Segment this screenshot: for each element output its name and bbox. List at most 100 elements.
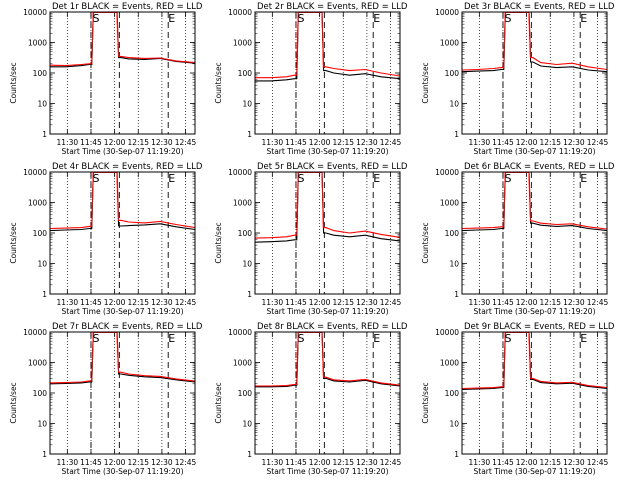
series-lld-post	[528, 332, 607, 389]
series-lld-post	[528, 172, 607, 230]
y-tick-label: 1	[247, 450, 252, 459]
panel-det-5: Det 5r BLACK = Events, RED = LLD 1 10 100 10…	[214, 162, 408, 316]
x-tick-label: 12:00	[309, 458, 331, 467]
x-tick-label: 12:45	[587, 298, 609, 307]
y-tick-label: 10000	[228, 8, 252, 17]
y-axis-label: Counts/sec	[421, 382, 430, 423]
marker-e: E	[580, 12, 587, 25]
y-axis-label: Counts/sec	[9, 222, 18, 263]
x-tick-label: 12:00	[516, 298, 538, 307]
y-tick-label: 100	[238, 69, 253, 78]
x-tick-label: 12:30	[563, 138, 585, 147]
x-tick-label: 11:30	[469, 298, 491, 307]
x-axis-label: Start Time (30-Sep-07 11:19:20)	[267, 307, 389, 316]
x-tick-label: 12:45	[587, 458, 609, 467]
x-axis-label: Start Time (30-Sep-07 11:19:20)	[267, 147, 389, 156]
x-tick-label: 12:45	[380, 458, 402, 467]
plot-frame	[49, 331, 196, 455]
y-tick-label: 1	[454, 290, 459, 299]
y-tick-label: 1	[247, 290, 252, 299]
marker-s: S	[93, 12, 100, 25]
y-tick-label: 10	[449, 100, 459, 109]
series-lld-post	[116, 172, 195, 229]
series-events-pre	[255, 172, 299, 243]
y-tick-label: 100	[33, 229, 48, 238]
panel-det-3: Det 3r BLACK = Events, RED = LLD 1 10 100 10…	[421, 2, 615, 156]
x-axis-label: Start Time (30-Sep-07 11:19:20)	[267, 467, 389, 476]
series-lld-pre	[50, 332, 94, 384]
x-tick-label: 12:15	[539, 298, 561, 307]
y-tick-label: 10000	[435, 168, 459, 177]
panel-title: Det 7r BLACK = Events, RED = LLD	[52, 322, 203, 332]
x-tick-label: 12:15	[539, 458, 561, 467]
y-tick-label: 1000	[28, 359, 47, 368]
x-tick-label: 11:30	[57, 138, 79, 147]
x-tick-label: 12:15	[332, 138, 354, 147]
x-tick-label: 12:45	[175, 298, 197, 307]
x-tick-label: 12:15	[539, 138, 561, 147]
x-axis-label: Start Time (30-Sep-07 11:19:20)	[474, 467, 596, 476]
x-axis-label: Start Time (30-Sep-07 11:19:20)	[474, 147, 596, 156]
x-axis-label: Start Time (30-Sep-07 11:19:20)	[62, 147, 184, 156]
series-events-post	[321, 12, 400, 80]
marker-e: E	[373, 332, 380, 345]
y-tick-label: 1	[42, 450, 47, 459]
marker-e: E	[580, 172, 587, 185]
x-tick-label: 12:00	[104, 298, 126, 307]
y-tick-label: 1	[454, 130, 459, 139]
panel-title: Det 3r BLACK = Events, RED = LLD	[464, 2, 615, 12]
x-tick-label: 12:15	[127, 458, 149, 467]
x-tick-label: 11:45	[285, 458, 307, 467]
y-tick-label: 10000	[23, 8, 47, 17]
y-tick-label: 10	[449, 260, 459, 269]
panel-title: Det 6r BLACK = Events, RED = LLD	[464, 162, 615, 172]
y-axis-label: Counts/sec	[214, 222, 223, 263]
series-lld-pre	[255, 172, 299, 239]
x-axis-label: Start Time (30-Sep-07 11:19:20)	[62, 467, 184, 476]
plot-frame	[461, 331, 608, 455]
panel-det-8: Det 8r BLACK = Events, RED = LLD 1 10 100 10…	[214, 322, 408, 476]
plot-frame	[254, 331, 401, 455]
x-tick-label: 12:00	[516, 138, 538, 147]
marker-s: S	[505, 332, 512, 345]
x-tick-label: 12:45	[380, 138, 402, 147]
x-tick-label: 12:30	[563, 298, 585, 307]
x-tick-label: 12:30	[356, 138, 378, 147]
panel-title: Det 9r BLACK = Events, RED = LLD	[464, 322, 615, 332]
series-events-post	[116, 172, 195, 231]
y-axis-label: Counts/sec	[214, 382, 223, 423]
marker-e: E	[168, 172, 175, 185]
y-tick-label: 1000	[233, 39, 252, 48]
x-axis-label: Start Time (30-Sep-07 11:19:20)	[62, 307, 184, 316]
series-lld-pre	[462, 172, 506, 230]
x-tick-label: 12:00	[516, 458, 538, 467]
x-tick-label: 11:45	[492, 458, 514, 467]
y-tick-label: 10	[242, 420, 252, 429]
x-tick-label: 12:15	[332, 298, 354, 307]
y-tick-label: 10	[37, 260, 47, 269]
y-tick-label: 10000	[228, 168, 252, 177]
x-tick-label: 11:45	[492, 138, 514, 147]
y-tick-label: 10000	[435, 328, 459, 337]
y-axis-label: Counts/sec	[421, 222, 430, 263]
panel-title: Det 2r BLACK = Events, RED = LLD	[257, 2, 408, 12]
y-tick-label: 1	[42, 290, 47, 299]
x-tick-label: 11:30	[262, 298, 284, 307]
series-events-pre	[255, 332, 299, 388]
y-tick-label: 100	[445, 229, 460, 238]
marker-s: S	[93, 332, 100, 345]
series-lld-pre	[462, 12, 506, 71]
y-tick-label: 10000	[435, 8, 459, 17]
series-events-post	[116, 12, 195, 64]
series-events-pre	[462, 332, 506, 391]
marker-e: E	[168, 332, 175, 345]
y-tick-label: 10	[37, 420, 47, 429]
y-axis-label: Counts/sec	[214, 62, 223, 103]
y-tick-label: 1	[247, 130, 252, 139]
panel-det-9: Det 9r BLACK = Events, RED = LLD 1 10 100 10…	[421, 322, 615, 476]
x-tick-label: 12:45	[175, 458, 197, 467]
x-tick-label: 12:30	[151, 458, 173, 467]
series-events-post	[321, 172, 400, 242]
marker-s: S	[298, 12, 305, 25]
